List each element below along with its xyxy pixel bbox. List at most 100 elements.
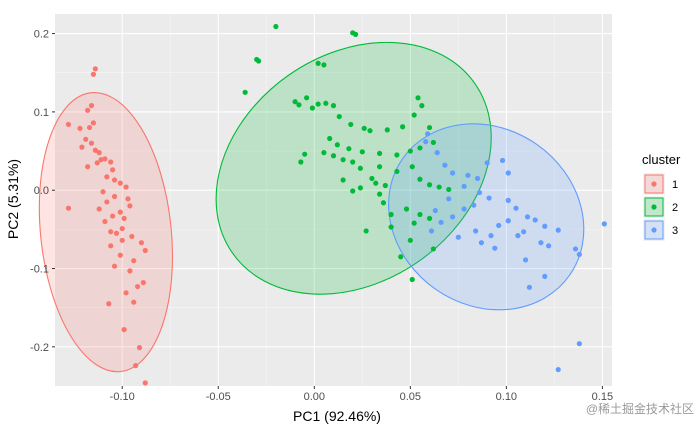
cluster-2-point	[388, 224, 394, 230]
cluster-1-point	[117, 252, 123, 258]
cluster-1-point	[125, 196, 131, 202]
cluster-2-point	[340, 177, 346, 183]
cluster-2-point	[350, 159, 356, 165]
cluster-2-point	[417, 145, 423, 151]
cluster-1-point	[121, 215, 127, 222]
cluster-1-point	[92, 66, 98, 72]
cluster-3-point	[538, 240, 544, 246]
cluster-2-point	[426, 182, 433, 188]
cluster-3-point	[473, 228, 479, 234]
cluster-1-point	[142, 247, 148, 254]
cluster-3-point	[455, 234, 461, 240]
cluster-2-point	[411, 112, 417, 118]
cluster-2-point	[361, 125, 367, 131]
cluster-3-point	[476, 189, 483, 196]
y-tick-label: 0.0	[34, 185, 49, 197]
cluster-1-point	[127, 268, 133, 274]
cluster-1-point	[96, 206, 102, 212]
y-axis-ticks: -0.2 -0.1 0.0 0.1 0.2	[30, 29, 55, 354]
cluster-2-point	[417, 176, 423, 182]
cluster-3-point	[532, 217, 538, 223]
cluster-2-point	[242, 89, 248, 95]
cluster-2-point	[376, 191, 383, 197]
cluster-3-point	[478, 240, 484, 246]
cluster-1-point	[88, 140, 95, 146]
cluster-1-point	[79, 144, 85, 150]
cluster-1-point	[86, 124, 93, 131]
cluster-3-point	[461, 183, 467, 189]
cluster-2-point	[419, 103, 425, 109]
cluster-1-point	[110, 213, 116, 219]
cluster-1-point	[104, 199, 110, 205]
cluster-3-point	[505, 170, 511, 176]
cluster-1-point	[110, 167, 116, 173]
y-tick-label: 0.1	[34, 107, 49, 119]
cluster-2-point	[304, 95, 310, 101]
cluster-2-point	[430, 139, 436, 146]
cluster-3-point	[576, 341, 582, 347]
cluster-2-point	[321, 62, 327, 68]
cluster-2-point	[446, 186, 452, 193]
cluster-1-point	[102, 218, 108, 225]
cluster-3-point	[442, 162, 448, 168]
cluster-2-point	[411, 220, 417, 226]
y-tick-label: -0.1	[30, 264, 49, 276]
cluster-3-point	[505, 197, 511, 203]
cluster-2-point	[336, 113, 342, 120]
cluster-2-point	[376, 164, 383, 170]
cluster-3-point	[449, 170, 456, 176]
cluster-3-point	[555, 227, 561, 233]
y-tick-label: -0.2	[30, 342, 49, 354]
cluster-3-point	[513, 205, 519, 211]
cluster-1-point	[104, 174, 110, 180]
cluster-2-point	[357, 165, 363, 171]
cluster-2-point	[430, 246, 436, 252]
y-tick-label: 0.2	[34, 29, 49, 41]
cluster-3-point	[438, 219, 444, 225]
x-tick-label: -0.10	[110, 391, 135, 403]
cluster-1-point	[119, 237, 125, 243]
cluster-3-point	[465, 172, 471, 178]
cluster-1-point	[123, 290, 129, 296]
cluster-2-point	[376, 150, 383, 157]
cluster-2-point	[426, 124, 433, 131]
cluster-3-point	[546, 243, 552, 249]
cluster-2-point	[417, 211, 423, 218]
cluster-2-point	[273, 23, 279, 30]
cluster-3-point	[505, 218, 511, 224]
cluster-2-point	[323, 100, 329, 106]
cluster-2-point	[398, 254, 404, 260]
cluster-1-point	[90, 71, 97, 77]
cluster-3-point	[484, 160, 490, 166]
cluster-3-point	[449, 214, 456, 220]
cluster-3-point	[434, 150, 440, 156]
cluster-3-point	[524, 214, 531, 220]
cluster-2-point	[309, 105, 315, 111]
data-points	[65, 23, 607, 386]
cluster-1-ellipse	[38, 91, 174, 373]
x-tick-label: 0.05	[400, 391, 421, 403]
cluster-2-point	[350, 188, 356, 194]
legend-label: 3	[672, 225, 678, 237]
cluster-1-point	[121, 327, 127, 333]
cluster-2-point	[346, 146, 352, 152]
cluster-3-point	[542, 223, 548, 229]
cluster-3-point	[488, 233, 494, 239]
cluster-1-point	[111, 263, 118, 269]
cluster-3-point	[474, 175, 481, 182]
cluster-1-point	[131, 299, 137, 305]
cluster-3-point	[446, 196, 452, 202]
cluster-1-point	[134, 283, 141, 290]
cluster-2-point	[363, 228, 369, 234]
cluster-2-point	[352, 31, 359, 37]
cluster-2-point	[357, 185, 363, 191]
plot-panel	[55, 14, 612, 386]
cluster-1-point	[65, 121, 72, 128]
cluster-2-point	[292, 99, 298, 105]
cluster-3-point	[471, 202, 477, 208]
cluster-3-point	[576, 251, 582, 258]
x-tick-label: 0.15	[592, 391, 613, 403]
cluster-1-point	[140, 280, 146, 286]
legend-label: 1	[672, 179, 678, 191]
cluster-1-point	[138, 240, 145, 246]
